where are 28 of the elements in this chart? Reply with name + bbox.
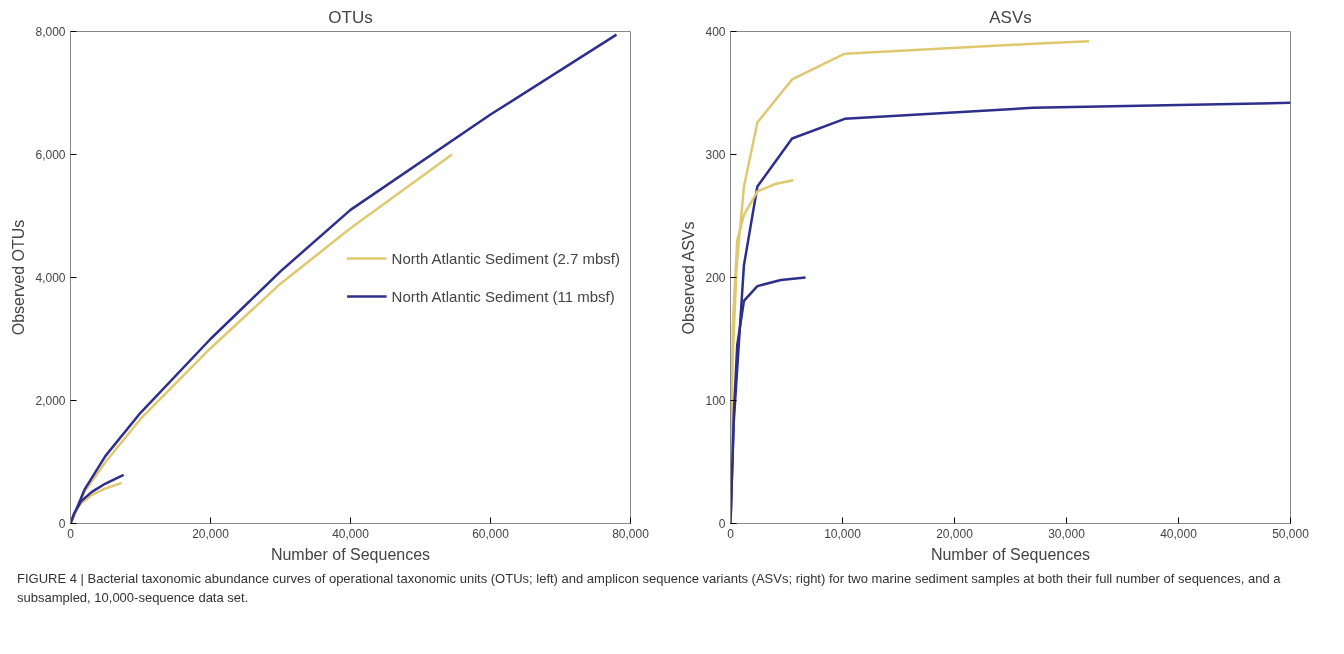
y-tick-label: 0 (718, 517, 726, 531)
y-tick-label: 6,000 (35, 148, 66, 162)
y-axis-title: Observed ASVs (680, 221, 698, 335)
y-axis-title: Observed OTUs (10, 219, 28, 336)
x-tick-label: 40,000 (1160, 526, 1198, 541)
legend-label: North Atlantic Sediment (2.7 mbsf) (391, 249, 620, 267)
y-tick-label: 2,000 (35, 394, 66, 408)
chart-title: ASVs (989, 7, 1032, 27)
y-tick-label: 0 (58, 517, 66, 531)
y-tick-label: 200 (705, 271, 726, 285)
x-tick-label: 10,000 (824, 526, 862, 541)
x-tick-label: 20,000 (192, 526, 230, 541)
x-axis-title: Number of Sequences (930, 545, 1091, 563)
legend-label: North Atlantic Sediment (11 mbsf) (391, 287, 615, 305)
chart-title: OTUs (328, 7, 373, 27)
caption: FIGURE 4 | Bacterial taxonomic abundance curves of operational taxonomic units (OTUs; left) and amplicon sequence variants (ASVs; right) for two marine sediment samples at both their full number of sequences, and a subsampled, 10,000-sequence data set. (17, 570, 1282, 607)
y-tick-label: 4,000 (35, 271, 66, 285)
y-tick-label: 8,000 (35, 25, 66, 39)
y-tick-label: 400 (705, 25, 726, 39)
y-tick-label: 300 (705, 148, 726, 162)
x-tick-label: 60,000 (472, 526, 510, 541)
x-tick-label: 80,000 (612, 526, 650, 541)
x-tick-label: 20,000 (936, 526, 974, 541)
x-tick-label: 40,000 (332, 526, 370, 541)
x-axis-title: Number of Sequences (270, 545, 431, 563)
x-tick-label: 30,000 (1048, 526, 1086, 541)
y-tick-label: 100 (705, 394, 726, 408)
x-tick-label: 50,000 (1272, 526, 1310, 541)
